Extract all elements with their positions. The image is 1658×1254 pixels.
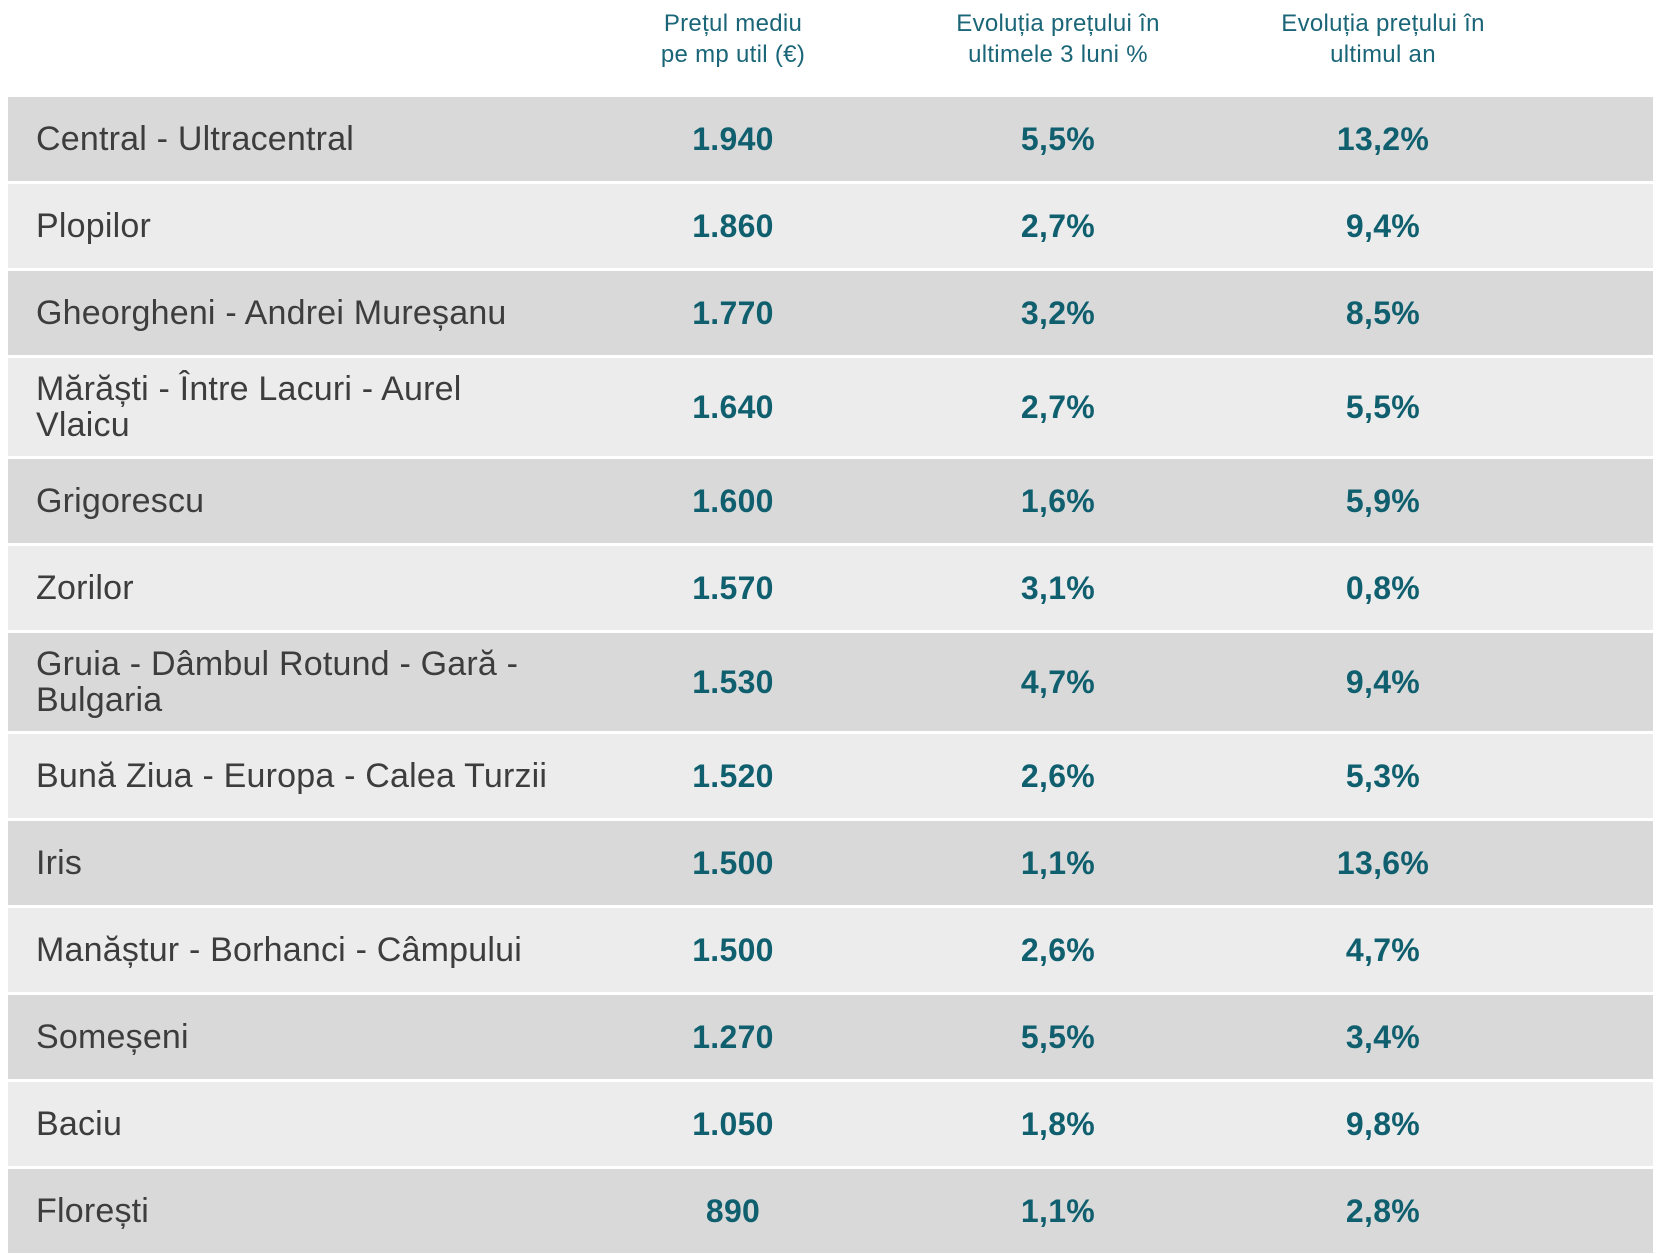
header-col-change-1y: Evoluția prețului în ultimul an — [1281, 10, 1485, 68]
neighborhood-name-cell: Grigorescu — [36, 482, 205, 520]
change-1y-cell: 4,7% — [1345, 931, 1421, 968]
table-row: Baciu 1.050 1,8% 9,8% — [8, 1082, 1653, 1166]
change-3m-cell: 2,7% — [1020, 207, 1096, 244]
price-cell: 1.500 — [692, 931, 774, 968]
table-row: Grigorescu 1.600 1,6% 5,9% — [8, 459, 1653, 543]
change-3m-cell: 5,5% — [1020, 120, 1096, 157]
neighborhood-name-cell: Central - Ultracentral — [36, 120, 355, 158]
neighborhood-name-cell: Mărăști - Între Lacuri - Aurel Vlaicu — [36, 370, 462, 444]
table-row: Mărăști - Între Lacuri - Aurel Vlaicu 1.… — [8, 358, 1653, 456]
change-1y-cell: 13,6% — [1336, 844, 1430, 881]
header-col-change-3m: Evoluția prețului în ultimele 3 luni % — [956, 10, 1160, 68]
neighborhood-name-cell: Plopilor — [36, 207, 151, 245]
neighborhood-name-cell: Zorilor — [36, 569, 134, 607]
neighborhood-name-cell: Bună Ziua - Europa - Calea Turzii — [36, 757, 548, 795]
change-1y-cell: 9,8% — [1345, 1105, 1421, 1142]
price-cell: 1.570 — [692, 569, 774, 606]
change-3m-cell: 2,7% — [1020, 388, 1096, 425]
change-3m-cell: 5,5% — [1020, 1018, 1096, 1055]
price-cell: 1.520 — [692, 757, 774, 794]
change-1y-cell: 9,4% — [1345, 663, 1421, 700]
price-cell: 1.530 — [692, 663, 774, 700]
change-3m-cell: 3,1% — [1020, 569, 1096, 606]
price-cell: 1.940 — [692, 120, 774, 157]
change-3m-cell: 1,1% — [1020, 844, 1096, 881]
change-3m-cell: 2,6% — [1020, 757, 1096, 794]
change-3m-cell: 1,6% — [1020, 482, 1096, 519]
table-row: Florești 890 1,1% 2,8% — [8, 1169, 1653, 1253]
change-1y-cell: 2,8% — [1345, 1192, 1421, 1229]
price-cell: 1.270 — [692, 1018, 774, 1055]
neighborhood-name-cell: Gruia - Dâmbul Rotund - Gară - Bulgaria — [36, 645, 519, 719]
change-1y-cell: 9,4% — [1345, 207, 1421, 244]
table-header-row: Prețul mediu pe mp util (€) Evoluția pre… — [8, 0, 1653, 97]
header-col-price: Prețul mediu pe mp util (€) — [660, 10, 806, 68]
price-cell: 1.770 — [692, 294, 774, 331]
change-1y-cell: 8,5% — [1345, 294, 1421, 331]
price-cell: 1.050 — [692, 1105, 774, 1142]
table-row: Someșeni 1.270 5,5% 3,4% — [8, 995, 1653, 1079]
neighborhood-name-cell: Iris — [36, 844, 83, 882]
change-3m-cell: 1,8% — [1020, 1105, 1096, 1142]
table-row: Plopilor 1.860 2,7% 9,4% — [8, 184, 1653, 268]
price-cell: 1.500 — [692, 844, 774, 881]
change-1y-cell: 5,3% — [1345, 757, 1421, 794]
change-1y-cell: 3,4% — [1345, 1018, 1421, 1055]
neighborhood-name-cell: Gheorgheni - Andrei Mureșanu — [36, 294, 507, 332]
change-3m-cell: 4,7% — [1020, 663, 1096, 700]
change-3m-cell: 3,2% — [1020, 294, 1096, 331]
price-cell: 1.860 — [692, 207, 774, 244]
table-row: Manăștur - Borhanci - Câmpului 1.500 2,6… — [8, 908, 1653, 992]
neighborhood-name-cell: Manăștur - Borhanci - Câmpului — [36, 931, 522, 969]
table-row: Gheorgheni - Andrei Mureșanu 1.770 3,2% … — [8, 271, 1653, 355]
table-body: Central - Ultracentral 1.940 5,5% 13,2% … — [0, 97, 1658, 1253]
table-row: Bună Ziua - Europa - Calea Turzii 1.520 … — [8, 734, 1653, 818]
neighborhood-name-cell: Baciu — [36, 1105, 123, 1143]
table-row: Zorilor 1.570 3,1% 0,8% — [8, 546, 1653, 630]
table-row: Gruia - Dâmbul Rotund - Gară - Bulgaria … — [8, 633, 1653, 731]
price-cell: 1.640 — [692, 388, 774, 425]
change-3m-cell: 2,6% — [1020, 931, 1096, 968]
change-1y-cell: 13,2% — [1336, 120, 1430, 157]
change-1y-cell: 0,8% — [1345, 569, 1421, 606]
table-row: Central - Ultracentral 1.940 5,5% 13,2% — [8, 97, 1653, 181]
table-row: Iris 1.500 1,1% 13,6% — [8, 821, 1653, 905]
neighborhood-name-cell: Florești — [36, 1192, 150, 1230]
change-3m-cell: 1,1% — [1020, 1192, 1096, 1229]
change-1y-cell: 5,5% — [1345, 388, 1421, 425]
price-cell: 890 — [705, 1192, 761, 1229]
neighborhood-name-cell: Someșeni — [36, 1018, 189, 1056]
change-1y-cell: 5,9% — [1345, 482, 1421, 519]
price-cell: 1.600 — [692, 482, 774, 519]
